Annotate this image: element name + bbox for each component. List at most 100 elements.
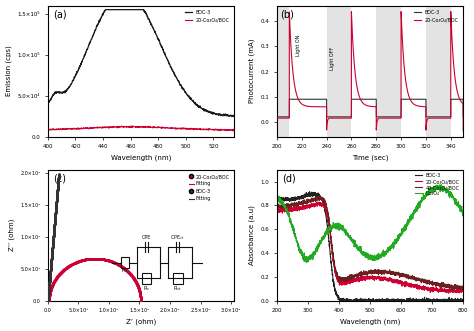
Point bbox=[48, 253, 55, 259]
Point bbox=[53, 194, 61, 199]
Point bbox=[49, 239, 57, 244]
Point bbox=[47, 259, 55, 264]
BOC-3 bbox=[274, 196, 280, 200]
Point bbox=[82, 257, 90, 262]
Point bbox=[54, 190, 61, 195]
Point bbox=[134, 284, 142, 289]
Point bbox=[55, 172, 63, 178]
Point bbox=[47, 262, 55, 268]
Point bbox=[48, 255, 55, 260]
Point bbox=[137, 298, 145, 304]
Point bbox=[60, 267, 68, 272]
Y-axis label: Z’’ (ohm): Z’’ (ohm) bbox=[8, 219, 15, 252]
Point bbox=[45, 289, 53, 295]
Point bbox=[52, 204, 60, 209]
Point bbox=[45, 290, 53, 295]
Point bbox=[50, 279, 58, 284]
Point bbox=[49, 238, 57, 243]
Point bbox=[47, 259, 55, 264]
Point bbox=[47, 264, 55, 269]
Point bbox=[76, 258, 83, 263]
Point bbox=[51, 224, 58, 230]
Point bbox=[52, 211, 59, 216]
Point bbox=[47, 268, 55, 273]
Point bbox=[107, 259, 115, 264]
Point bbox=[55, 177, 62, 182]
Point bbox=[49, 237, 57, 242]
Point bbox=[45, 285, 53, 290]
Point bbox=[49, 238, 57, 244]
Point bbox=[53, 196, 61, 201]
Point bbox=[50, 225, 58, 231]
Point bbox=[49, 281, 57, 286]
Point bbox=[100, 257, 108, 262]
Point bbox=[54, 188, 61, 194]
Text: (c): (c) bbox=[54, 173, 66, 184]
Point bbox=[121, 266, 128, 271]
Point bbox=[49, 282, 56, 287]
Point bbox=[44, 297, 52, 303]
Point bbox=[128, 273, 136, 279]
Point bbox=[49, 243, 56, 248]
Point bbox=[130, 277, 138, 282]
Point bbox=[46, 276, 54, 281]
Point bbox=[50, 233, 57, 238]
Point bbox=[53, 195, 61, 200]
Point bbox=[50, 229, 58, 234]
BOC-3 bbox=[45, 102, 51, 106]
Point bbox=[107, 259, 114, 264]
Point bbox=[58, 269, 66, 274]
Point bbox=[131, 278, 139, 283]
Line: 20-Co₃O₄/BOC: 20-Co₃O₄/BOC bbox=[277, 202, 463, 293]
Point bbox=[60, 267, 67, 273]
Point bbox=[61, 266, 69, 271]
Point bbox=[53, 199, 60, 204]
Point bbox=[112, 260, 120, 266]
Point bbox=[60, 267, 67, 272]
BOC-3 bbox=[460, 115, 466, 119]
Point bbox=[55, 272, 63, 277]
Point bbox=[128, 273, 135, 278]
Point bbox=[120, 266, 128, 271]
Point bbox=[93, 256, 100, 261]
Point bbox=[80, 257, 88, 262]
Point bbox=[50, 232, 57, 237]
Point bbox=[135, 285, 142, 290]
Bar bbox=[376, 6, 401, 137]
20-Co₃O₄/BOC bbox=[345, 116, 351, 120]
Point bbox=[137, 296, 145, 301]
Point bbox=[54, 187, 61, 192]
Point bbox=[137, 292, 144, 297]
Point bbox=[96, 256, 103, 261]
Point bbox=[50, 227, 58, 233]
Point bbox=[136, 290, 144, 295]
Point bbox=[46, 268, 54, 274]
Point bbox=[52, 211, 59, 216]
Point bbox=[89, 256, 96, 261]
Point bbox=[91, 256, 99, 261]
Point bbox=[51, 215, 59, 221]
Point bbox=[50, 280, 57, 286]
Point bbox=[51, 220, 58, 225]
Point bbox=[46, 273, 54, 278]
BOC-3 bbox=[187, 96, 192, 100]
Point bbox=[91, 256, 98, 261]
Point bbox=[48, 250, 56, 255]
Point bbox=[55, 171, 63, 177]
Point bbox=[125, 269, 132, 275]
Point bbox=[55, 174, 63, 180]
Point bbox=[103, 258, 110, 263]
Point bbox=[81, 257, 88, 262]
Point bbox=[46, 288, 54, 293]
Point bbox=[72, 260, 79, 265]
Point bbox=[114, 261, 121, 267]
Point bbox=[49, 281, 57, 287]
Point bbox=[121, 266, 128, 271]
Point bbox=[87, 256, 95, 261]
Point bbox=[46, 282, 53, 287]
Point bbox=[48, 284, 55, 290]
Point bbox=[50, 233, 57, 239]
Point bbox=[46, 297, 53, 303]
Point bbox=[136, 287, 143, 293]
Point bbox=[69, 261, 77, 266]
